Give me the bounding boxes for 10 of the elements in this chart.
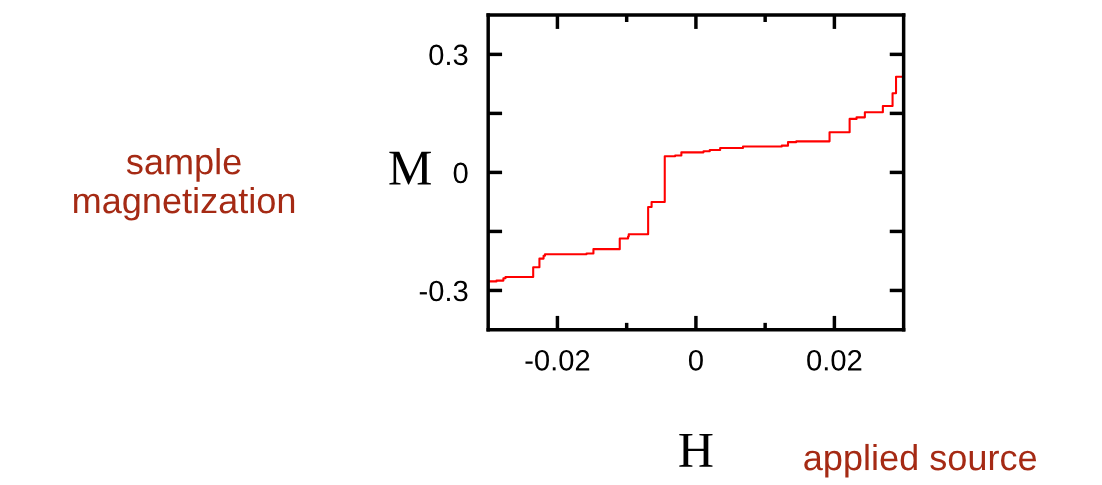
x-axis-title: H — [679, 433, 713, 467]
x-tick-label: 0 — [688, 350, 703, 371]
y-tick-label: 0 — [453, 162, 468, 184]
text: sample magnetization — [74, 148, 295, 221]
y-axis-title: M — [389, 151, 431, 185]
y-tick-label: 0.3 — [429, 44, 468, 66]
y-tick-label: -0.3 — [419, 280, 468, 302]
x-tick-label: -0.02 — [525, 350, 590, 371]
x-tick-label: 0.02 — [807, 350, 862, 371]
text: applied source — [804, 443, 1037, 478]
